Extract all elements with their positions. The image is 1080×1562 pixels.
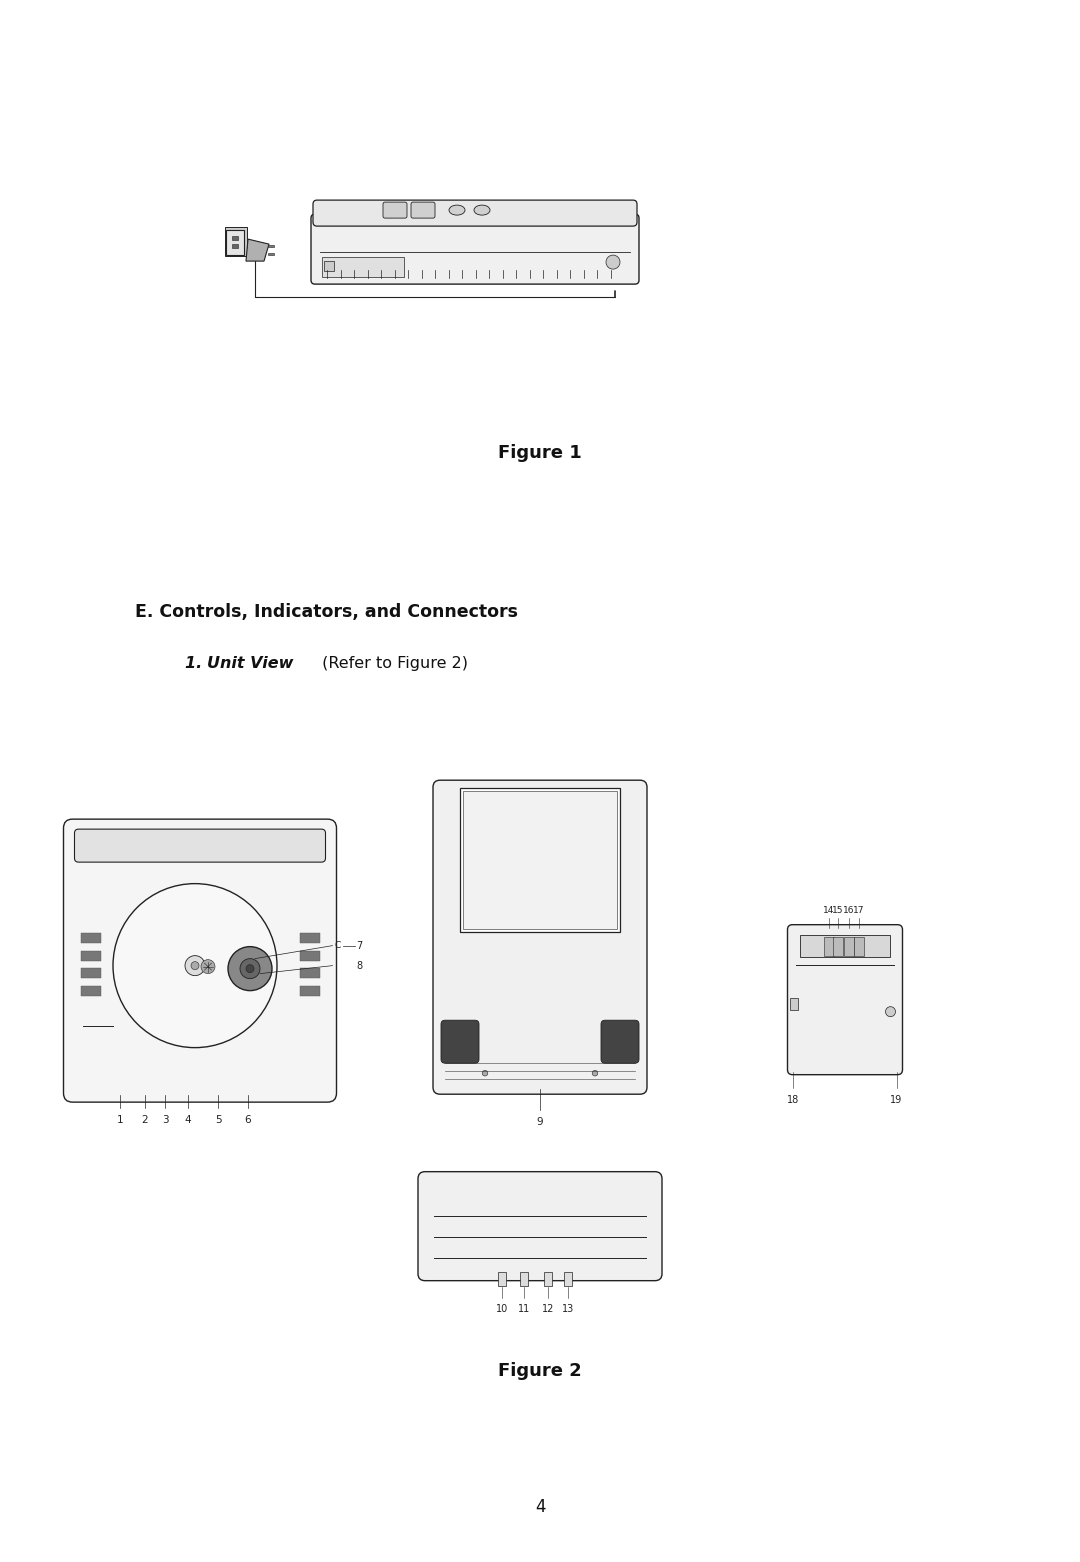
Bar (498, 1271, 507, 1286)
Text: 5: 5 (215, 1115, 221, 1125)
Bar (81, 986, 100, 995)
FancyBboxPatch shape (313, 200, 637, 226)
FancyBboxPatch shape (64, 818, 337, 1103)
Circle shape (246, 965, 254, 973)
Bar (299, 951, 320, 961)
Text: 9: 9 (537, 1117, 543, 1128)
Bar (800, 934, 890, 956)
Text: 4: 4 (535, 1498, 545, 1517)
Bar (268, 253, 274, 255)
FancyBboxPatch shape (226, 230, 244, 255)
Text: 1: 1 (117, 1115, 123, 1125)
Circle shape (606, 255, 620, 269)
FancyBboxPatch shape (787, 925, 903, 1075)
FancyBboxPatch shape (225, 226, 247, 256)
Bar (527, 800, 553, 804)
Text: (Refer to Figure 2): (Refer to Figure 2) (318, 656, 468, 672)
Text: Figure 2: Figure 2 (498, 1362, 582, 1381)
Bar (299, 968, 320, 978)
Text: 6: 6 (245, 1115, 252, 1125)
FancyBboxPatch shape (854, 937, 864, 956)
Text: Figure 1: Figure 1 (498, 444, 582, 462)
FancyBboxPatch shape (75, 829, 325, 862)
Bar (81, 968, 100, 978)
Circle shape (113, 884, 276, 1048)
Text: 18: 18 (787, 1095, 799, 1104)
Text: Unit View: Unit View (207, 656, 294, 672)
Text: 14: 14 (823, 906, 835, 915)
Text: 15: 15 (833, 906, 843, 915)
Bar (564, 1271, 572, 1286)
Bar (324, 261, 334, 272)
Circle shape (185, 956, 205, 976)
Circle shape (240, 959, 260, 979)
Bar (81, 951, 100, 961)
FancyBboxPatch shape (311, 214, 639, 284)
Text: C: C (335, 942, 341, 950)
Text: 2: 2 (141, 1115, 148, 1125)
FancyBboxPatch shape (383, 201, 407, 219)
Bar (232, 236, 238, 241)
FancyBboxPatch shape (322, 258, 404, 276)
FancyBboxPatch shape (441, 1020, 480, 1064)
FancyBboxPatch shape (600, 1020, 639, 1064)
Circle shape (191, 962, 199, 970)
Bar (299, 933, 320, 943)
Text: 16: 16 (843, 906, 854, 915)
Bar (299, 986, 320, 995)
Bar (544, 1271, 552, 1286)
Bar (519, 1271, 528, 1286)
Text: 10: 10 (496, 1304, 508, 1314)
Text: 19: 19 (890, 1095, 903, 1104)
Text: 3: 3 (162, 1115, 168, 1125)
Bar (268, 245, 274, 247)
Circle shape (607, 800, 613, 804)
FancyBboxPatch shape (843, 937, 854, 956)
Circle shape (592, 1070, 598, 1076)
Circle shape (228, 947, 272, 990)
Text: 4: 4 (185, 1115, 191, 1125)
Text: 12: 12 (542, 1304, 554, 1314)
FancyBboxPatch shape (824, 937, 834, 956)
Bar (81, 933, 100, 943)
Text: 1.: 1. (185, 656, 207, 672)
FancyBboxPatch shape (418, 1172, 662, 1281)
Text: E. Controls, Indicators, and Connectors: E. Controls, Indicators, and Connectors (135, 603, 518, 622)
Text: 17: 17 (853, 906, 865, 915)
Bar (232, 244, 238, 248)
FancyBboxPatch shape (833, 937, 843, 956)
Circle shape (467, 800, 473, 804)
Circle shape (886, 1006, 895, 1017)
Polygon shape (246, 239, 269, 261)
Bar (463, 792, 617, 929)
FancyBboxPatch shape (433, 779, 647, 1095)
Text: 11: 11 (518, 1304, 530, 1314)
Ellipse shape (449, 205, 465, 216)
Bar (460, 789, 620, 933)
Ellipse shape (474, 205, 490, 216)
Text: 8: 8 (356, 961, 363, 970)
Circle shape (482, 1070, 488, 1076)
Text: 7: 7 (356, 940, 363, 951)
Circle shape (201, 959, 215, 973)
FancyBboxPatch shape (411, 201, 435, 219)
Bar (791, 998, 798, 1009)
Text: 13: 13 (562, 1304, 575, 1314)
